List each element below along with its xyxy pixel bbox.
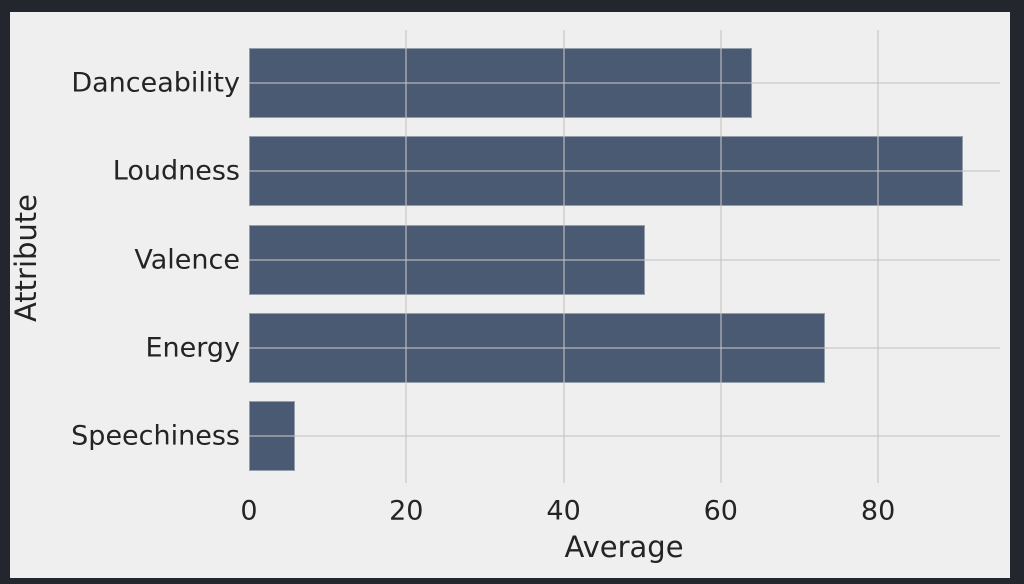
gridline-vertical [877,30,880,483]
y-tick-label: Danceability [71,67,240,99]
y-tick-label: Valence [134,244,240,275]
y-tick-label: Speechiness [71,420,240,452]
gridline-horizontal [249,82,1000,84]
gridline-vertical [405,30,408,483]
gridline-vertical [562,30,565,483]
x-tick-label: 20 [389,495,424,527]
x-tick-label: 40 [546,495,581,527]
gridline-horizontal [249,435,1000,437]
gridline-horizontal [249,258,1000,261]
y-tick-label: Energy [145,332,240,364]
gridline-horizontal [249,170,1000,173]
gridline-vertical [719,30,722,483]
gridline-horizontal [249,346,1000,349]
x-axis-title: Average [564,530,684,564]
y-tick-label: Loudness [112,155,240,187]
plot-area [249,30,1000,483]
y-axis-title: Attribute [9,193,43,323]
x-tick-label: 60 [703,495,738,527]
x-tick-label: 80 [860,495,896,527]
x-tick-label: 0 [240,495,258,527]
figure-background: Average Attribute Danceability Loudness Va… [9,12,1010,578]
